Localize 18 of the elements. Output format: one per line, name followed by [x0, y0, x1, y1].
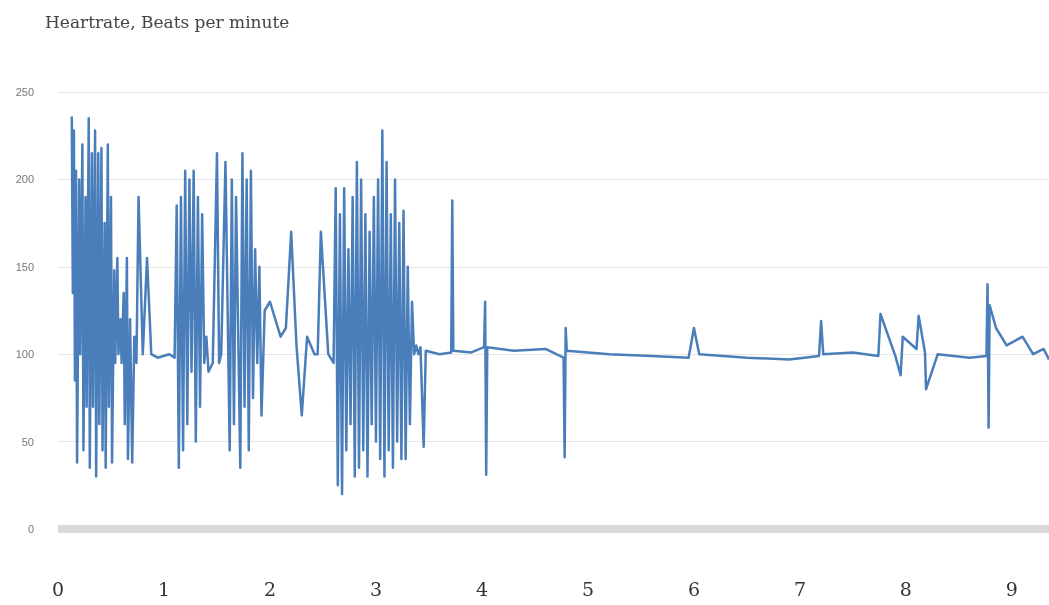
x-tick-label: 6 — [687, 577, 700, 600]
x-tick-label: 0 — [51, 577, 65, 600]
y-tick-label: 0 — [27, 523, 34, 535]
x-tick-label: 2 — [263, 577, 277, 600]
x-tick-label: 8 — [899, 577, 912, 600]
y-tick-label: 250 — [15, 86, 34, 98]
x-tick-label: 3 — [369, 577, 383, 600]
y-tick-label: 50 — [21, 435, 34, 448]
y-tick-label: 150 — [15, 260, 34, 273]
x-tick-label: 1 — [157, 577, 171, 600]
line-series — [70, 115, 1049, 496]
x-tick-label: 5 — [581, 577, 594, 600]
y-tick-label: 100 — [15, 348, 34, 361]
chart-title: Heartrate, Beats per minute — [45, 11, 290, 32]
x-tick-label: 9 — [1005, 577, 1018, 600]
x-tick-label: 4 — [475, 577, 488, 600]
x-tick-label: 7 — [793, 577, 806, 600]
y-tick-label: 200 — [15, 173, 34, 186]
